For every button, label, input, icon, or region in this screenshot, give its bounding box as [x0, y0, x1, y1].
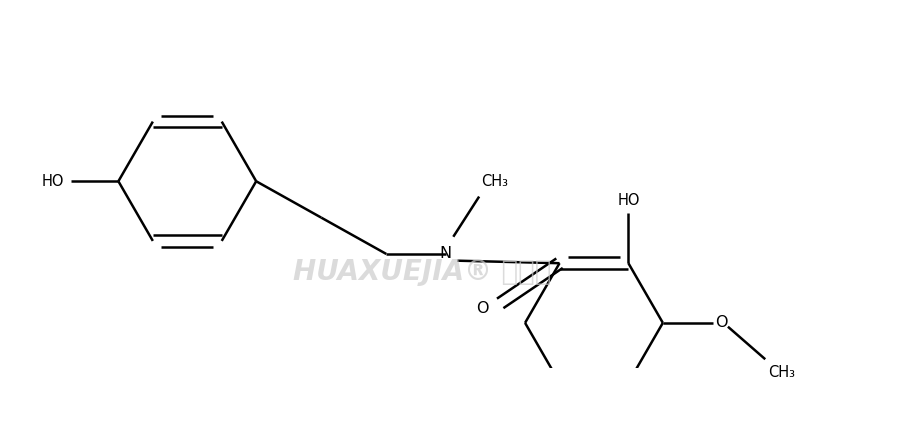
- Text: HO: HO: [617, 193, 639, 208]
- Text: CH₃: CH₃: [767, 365, 794, 380]
- Text: HUAXUEJIA® 化学加: HUAXUEJIA® 化学加: [292, 258, 550, 286]
- Text: HO: HO: [41, 174, 63, 189]
- Text: O: O: [715, 315, 727, 331]
- Text: O: O: [476, 301, 488, 316]
- Text: N: N: [439, 247, 451, 262]
- Text: CH₃: CH₃: [481, 174, 507, 189]
